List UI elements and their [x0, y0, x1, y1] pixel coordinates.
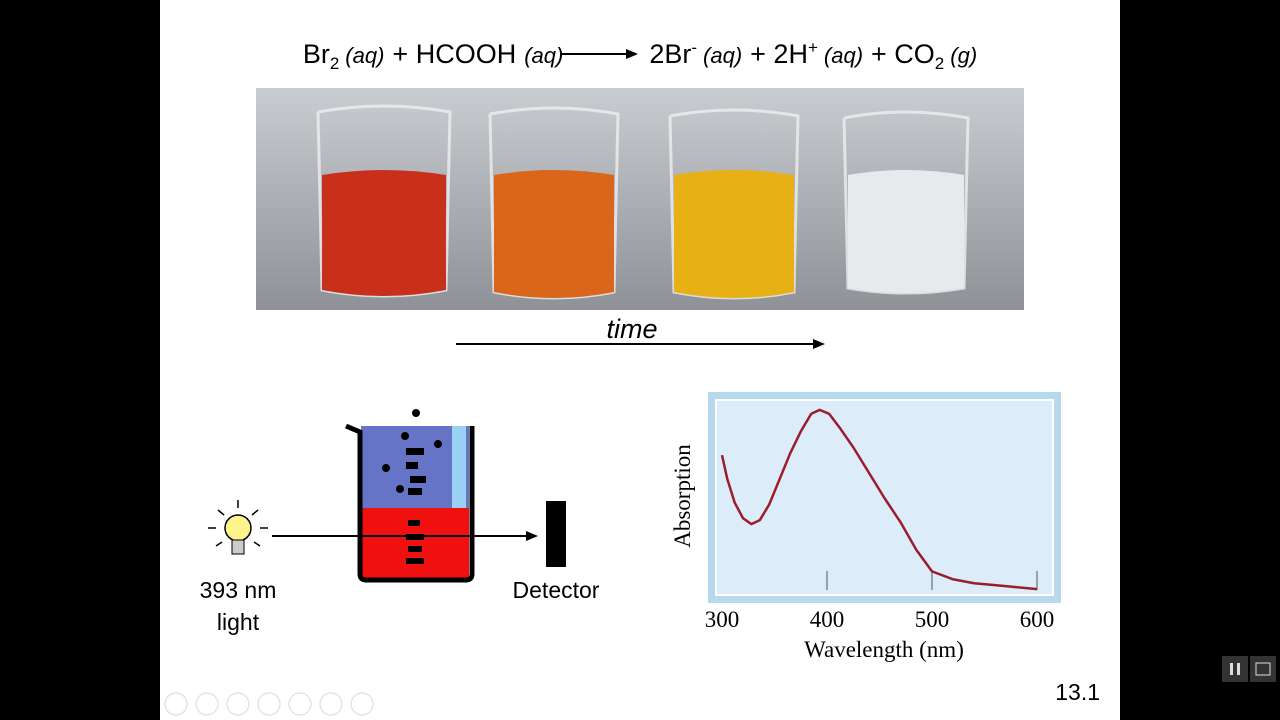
eq-sub: 2 [935, 54, 944, 73]
eq-part: + CO [871, 39, 935, 69]
y-axis-label: Absorption [670, 444, 695, 548]
time-arrowhead [813, 339, 825, 349]
detector-label: Detector [513, 577, 600, 603]
x-tick-label: 400 [810, 607, 845, 632]
eq-sup: + [808, 38, 818, 57]
eq-part: (aq) [703, 43, 742, 68]
beaker-photo [256, 88, 1024, 310]
eq-sub: 2 [330, 54, 339, 73]
x-tick-label: 500 [915, 607, 950, 632]
eq-part: + 2H [750, 39, 808, 69]
x-tick-label: 300 [705, 607, 740, 632]
eq-part: (g) [950, 43, 977, 68]
equation: Br2 (aq) + HCOOH (aq) 2Br- (aq) + 2H+ (aq) + CO2… [303, 38, 977, 73]
eq-part: Br [303, 39, 330, 69]
eq-part: (aq) [345, 43, 384, 68]
time-label: time [606, 314, 657, 344]
eq-arrowhead [626, 49, 638, 59]
spectrometer-diagram [208, 409, 566, 583]
eq-part: + HCOOH [392, 39, 516, 69]
eq-part: (aq) [524, 43, 563, 68]
eq-sup: - [691, 38, 697, 57]
eq-part: 2Br [649, 39, 691, 69]
player-controls [1222, 656, 1276, 682]
pause-button[interactable] [1222, 656, 1248, 682]
slide-number: 13.1 [1055, 679, 1100, 705]
x-axis-label: Wavelength (nm) [804, 637, 964, 662]
slide-toolbar [164, 692, 374, 716]
screen-button[interactable] [1250, 656, 1276, 682]
light-label: 393 nm [200, 577, 277, 603]
x-tick-label: 600 [1020, 607, 1055, 632]
light-label: light [217, 609, 260, 635]
eq-part: (aq) [824, 43, 863, 68]
absorption-curve [720, 408, 1038, 591]
